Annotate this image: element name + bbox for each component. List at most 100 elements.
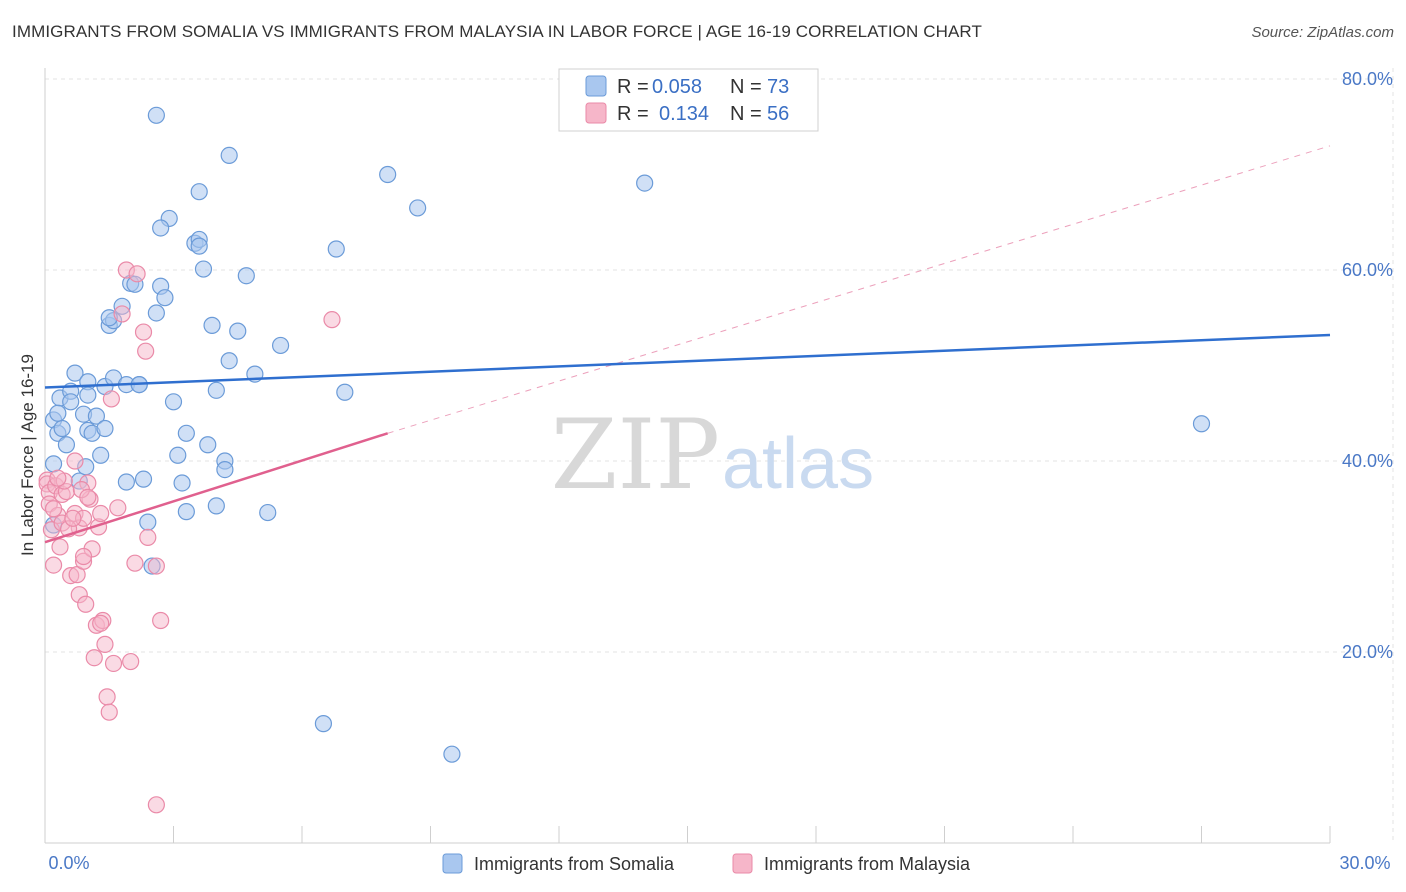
somalia-point (220, 146, 238, 164)
somalia-points (44, 106, 1211, 763)
somalia-point (194, 260, 213, 278)
legend: R = 0.058 N = 73 R = 0.134 N = 56 (558, 68, 819, 132)
source-label: Source: ZipAtlas.com (1251, 24, 1394, 41)
bottom-legend-label-malaysia: Immigrants from Malaysia (764, 854, 971, 874)
somalia-point (203, 316, 221, 334)
malaysia-point (102, 390, 120, 408)
malaysia-point (92, 504, 110, 523)
bottom-legend-swatch-malaysia (732, 853, 753, 874)
somalia-point (207, 497, 225, 515)
legend-n-label-somalia: N = (730, 76, 762, 98)
somalia-point (336, 383, 354, 401)
malaysia-point (44, 500, 63, 518)
malaysia-point (139, 528, 157, 547)
malaysia-point (104, 654, 123, 673)
malaysia-point (98, 688, 116, 706)
malaysia-point (77, 595, 95, 613)
y-axis-label: In Labor Force | Age 16-19 (18, 354, 37, 556)
somalia-point (327, 240, 345, 258)
somalia-point (139, 513, 157, 531)
malaysia-point (51, 538, 69, 556)
somalia-point (156, 289, 174, 307)
somalia-point (1192, 415, 1211, 433)
somalia-point (57, 436, 76, 454)
malaysia-point (113, 305, 131, 323)
malaysia-point (79, 488, 97, 506)
legend-r-label-malaysia: R = (617, 103, 649, 125)
malaysia-point (126, 554, 144, 572)
legend-swatch-somalia (585, 75, 607, 97)
legend-n-value-somalia: 73 (767, 76, 789, 98)
malaysia-trend-extension (387, 145, 1331, 434)
chart-title: IMMIGRANTS FROM SOMALIA VS IMMIGRANTS FR… (12, 22, 982, 41)
somalia-point (443, 745, 461, 763)
legend-r-value-malaysia: 0.134 (659, 103, 709, 125)
malaysia-point (44, 556, 63, 574)
somalia-point (314, 715, 333, 733)
somalia-point (147, 304, 165, 322)
watermark-atlas: atlas (722, 424, 874, 504)
x-tick-label-max: 30.0% (1339, 853, 1390, 873)
malaysia-point (147, 557, 165, 575)
somalia-point (259, 503, 277, 522)
somalia-point (207, 381, 225, 399)
somalia-point (66, 364, 84, 382)
malaysia-point (137, 342, 155, 360)
malaysia-point (152, 611, 170, 630)
watermark-zip: ZIP (551, 399, 720, 511)
somalia-point (87, 407, 106, 425)
somalia-point (169, 446, 187, 464)
bottom-legend-label-somalia: Immigrants from Somalia (474, 854, 675, 874)
somalia-point (92, 446, 110, 464)
trendlines (44, 145, 1331, 544)
malaysia-point (64, 509, 82, 527)
malaysia-point (96, 635, 114, 653)
legend-r-value-somalia: 0.058 (652, 76, 702, 98)
legend-swatch-malaysia (585, 102, 607, 124)
somalia-point (164, 393, 183, 411)
malaysia-point (74, 547, 93, 566)
malaysia-point (134, 323, 153, 341)
somalia-point (229, 322, 247, 340)
malaysia-trendline (44, 432, 389, 544)
somalia-point (190, 183, 208, 201)
malaysia-point (323, 311, 341, 329)
somalia-point (173, 474, 191, 492)
y-tick-label: 80.0% (1342, 69, 1393, 89)
somalia-point (379, 165, 397, 184)
x-tick-label-min: 0.0% (48, 853, 89, 873)
gridlines (45, 68, 1394, 843)
x-axis-ticks (44, 826, 1331, 843)
bottom-legend-swatch-somalia (442, 853, 463, 874)
somalia-point (62, 393, 80, 411)
somalia-point (134, 470, 153, 488)
y-tick-label: 40.0% (1342, 451, 1393, 471)
somalia-point (636, 174, 654, 192)
somalia-point (53, 419, 71, 438)
somalia-point (44, 455, 63, 473)
malaysia-point (85, 649, 103, 667)
somalia-point (147, 106, 165, 124)
somalia-point (117, 473, 135, 491)
malaysia-points (38, 261, 341, 814)
somalia-point (177, 503, 195, 521)
malaysia-point (92, 614, 110, 632)
bottom-legend: Immigrants from Somalia Immigrants from … (442, 853, 971, 874)
somalia-point (199, 436, 217, 454)
malaysia-point (147, 796, 165, 814)
malaysia-point (128, 265, 146, 283)
somalia-point (96, 419, 114, 438)
somalia-point (220, 352, 238, 370)
somalia-point (49, 404, 67, 422)
y-axis-tick-labels: 20.0% 40.0% 60.0% 80.0% (1342, 69, 1393, 662)
somalia-point (152, 219, 170, 237)
somalia-trendline (44, 333, 1331, 389)
malaysia-point (109, 499, 127, 517)
malaysia-point (66, 452, 84, 470)
legend-n-value-malaysia: 56 (767, 103, 789, 125)
malaysia-point (49, 469, 67, 487)
somalia-point (271, 336, 290, 355)
malaysia-point (100, 703, 118, 721)
legend-n-label-malaysia: N = (730, 103, 762, 125)
